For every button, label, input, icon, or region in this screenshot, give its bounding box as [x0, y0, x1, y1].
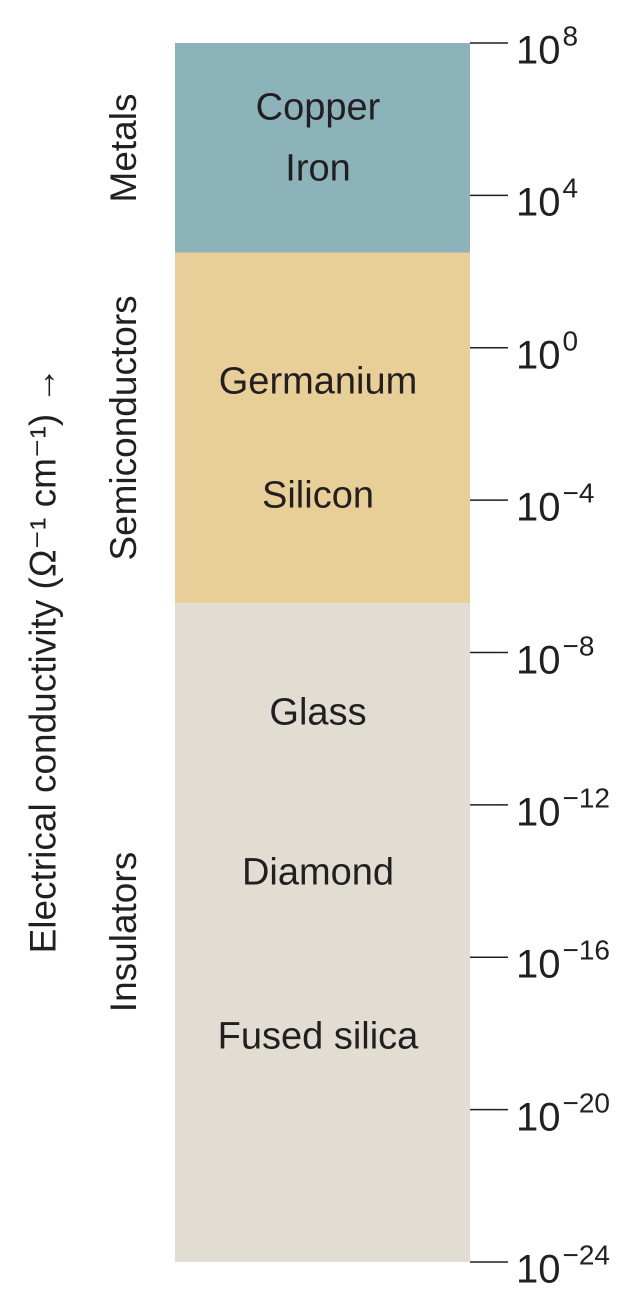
- category-label-insulators: Insulators: [103, 852, 144, 1013]
- tick-label-base: 10: [516, 180, 561, 225]
- tick-label-exponent: −20: [562, 1087, 611, 1119]
- tick-label: 10−24: [516, 1240, 610, 1293]
- tick-label: 104: [516, 173, 578, 226]
- tick-label-base: 10: [516, 1247, 561, 1292]
- material-label-copper: Copper: [255, 86, 381, 129]
- material-label-fused-silica: Fused silica: [217, 1015, 419, 1058]
- material-label-iron: Iron: [285, 147, 351, 190]
- tick-label-base: 10: [516, 942, 561, 987]
- tick-label-exponent: −16: [562, 934, 611, 966]
- tick-label-exponent: 0: [562, 325, 579, 357]
- tick-label-base: 10: [516, 638, 561, 682]
- tick-label: 10−16: [516, 935, 610, 988]
- tick-label-base: 10: [516, 1095, 561, 1140]
- tick-label: 10−4: [516, 478, 594, 531]
- y-axis-title: Electrical conductivity (Ω⁻¹ cm⁻¹) →: [22, 366, 64, 954]
- tick-label-exponent: −24: [562, 1239, 611, 1271]
- band-insulators: [175, 602, 470, 1262]
- category-label-metals: Metals: [103, 93, 144, 203]
- tick-label-exponent: −12: [562, 782, 611, 814]
- material-label-glass: Glass: [269, 691, 367, 734]
- tick-label-base: 10: [516, 28, 561, 73]
- tick-label-exponent: −8: [562, 630, 595, 661]
- material-label-silicon: Silicon: [262, 474, 374, 517]
- tick-label: 108: [516, 21, 578, 74]
- band-semiconductors: [175, 252, 470, 603]
- category-label-semiconductors: Semiconductors: [103, 295, 144, 561]
- material-label-germanium: Germanium: [218, 360, 418, 403]
- tick-label-base: 10: [516, 790, 561, 835]
- tick-label: 10−12: [516, 782, 610, 835]
- tick-label-base: 10: [516, 485, 561, 530]
- tick-label-base: 10: [516, 333, 561, 378]
- band-metals: [175, 43, 470, 253]
- tick-label: 10−8: [516, 630, 594, 683]
- tick-label-exponent: −4: [562, 477, 595, 509]
- tick-label: 10−20: [516, 1087, 610, 1140]
- tick-label-exponent: 8: [562, 20, 579, 52]
- tick-label: 100: [516, 325, 578, 378]
- tick-label-exponent: 4: [562, 172, 579, 204]
- material-label-diamond: Diamond: [241, 851, 395, 894]
